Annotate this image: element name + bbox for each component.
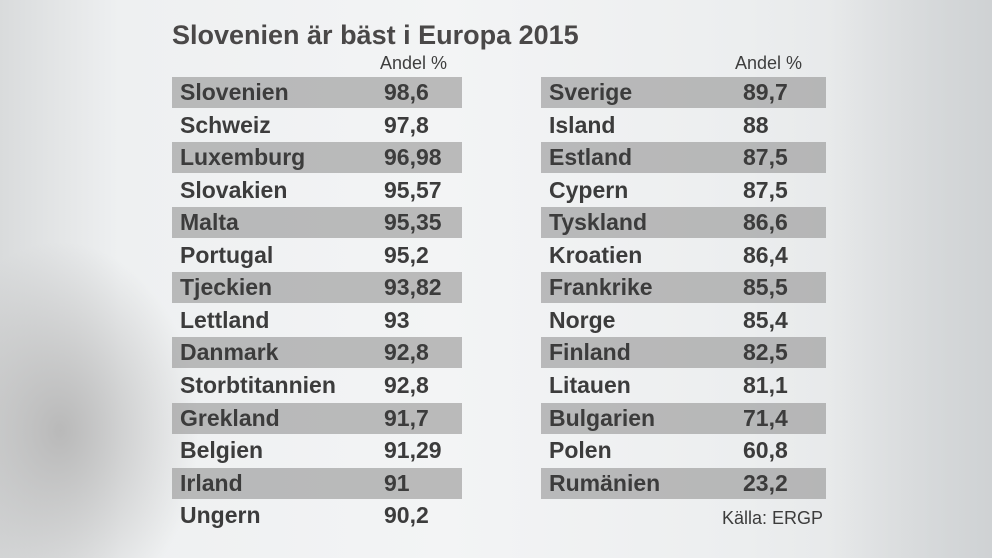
share-value: 93 [384, 306, 410, 333]
column-header: Andel % [380, 53, 448, 73]
country-name: Norge [549, 306, 616, 333]
country-name: Cypern [549, 176, 629, 203]
column-header: Andel % [735, 53, 803, 73]
share-value: 92,8 [384, 371, 429, 398]
share-value: 60,8 [743, 437, 788, 464]
country-name: Ungern [180, 502, 261, 529]
share-value: 92,8 [384, 339, 429, 366]
country-name: Estland [549, 144, 633, 171]
country-name: Storbtitannien [180, 371, 336, 398]
share-value: 71,4 [743, 404, 788, 431]
share-value: 95,57 [384, 176, 442, 203]
country-name: Litauen [549, 371, 631, 398]
country-name: Slovenien [180, 79, 289, 105]
country-name: Belgien [180, 437, 264, 464]
share-value: 98,6 [384, 79, 429, 105]
share-value: 93,82 [384, 274, 442, 301]
share-value: 86,6 [743, 209, 788, 236]
share-value: 85,4 [743, 306, 788, 333]
country-name: Kroatien [549, 241, 643, 268]
background-photo [0, 240, 200, 558]
row-band [541, 402, 826, 434]
share-value: 91,29 [384, 437, 442, 464]
row-band [541, 467, 826, 499]
country-name: Tyskland [549, 209, 647, 236]
country-name: Grekland [180, 404, 280, 431]
country-name: Frankrike [549, 274, 653, 301]
background-photo [830, 0, 992, 558]
row-band [172, 402, 462, 434]
country-name: Rumänien [549, 469, 661, 496]
share-value: 87,5 [743, 176, 788, 203]
share-value: 95,35 [384, 209, 442, 236]
row-band [172, 77, 462, 108]
country-name: Sverige [549, 79, 633, 105]
share-value: 90,2 [384, 502, 429, 529]
share-value: 91 [384, 469, 410, 496]
country-name: Slovakien [180, 176, 288, 203]
share-value: 23,2 [743, 469, 788, 496]
country-name: Schweiz [180, 111, 271, 138]
row-band [172, 337, 462, 369]
row-band [172, 207, 462, 239]
country-name: Finland [549, 339, 631, 366]
country-name: Lettland [180, 306, 270, 333]
country-name: Danmark [180, 339, 279, 366]
share-value: 86,4 [743, 241, 788, 268]
row-band [541, 272, 826, 304]
row-band [172, 142, 462, 174]
country-name: Bulgarien [549, 404, 656, 431]
share-value: 88 [743, 111, 769, 138]
row-band [541, 142, 826, 174]
row-band [541, 337, 826, 369]
country-name: Luxemburg [180, 144, 306, 171]
source: Källa: ERGP [722, 508, 824, 528]
row-band [541, 207, 826, 239]
share-value: 89,7 [743, 79, 788, 105]
share-value: 87,5 [743, 144, 788, 171]
country-name: Malta [180, 209, 239, 236]
country-name: Polen [549, 437, 612, 464]
share-value: 96,98 [384, 144, 442, 171]
country-name: Irland [180, 469, 243, 496]
country-name: Tjeckien [180, 274, 273, 301]
row-band [172, 467, 462, 499]
share-value: 91,7 [384, 404, 429, 431]
row-band [172, 272, 462, 304]
share-value: 95,2 [384, 241, 429, 268]
country-name: Island [549, 111, 616, 138]
row-band [541, 77, 826, 108]
share-value: 81,1 [743, 371, 788, 398]
share-value: 85,5 [743, 274, 788, 301]
title: Slovenien är bäst i Europa 2015 [172, 20, 579, 50]
share-value: 82,5 [743, 339, 788, 366]
country-name: Portugal [180, 241, 274, 268]
share-value: 97,8 [384, 111, 429, 138]
